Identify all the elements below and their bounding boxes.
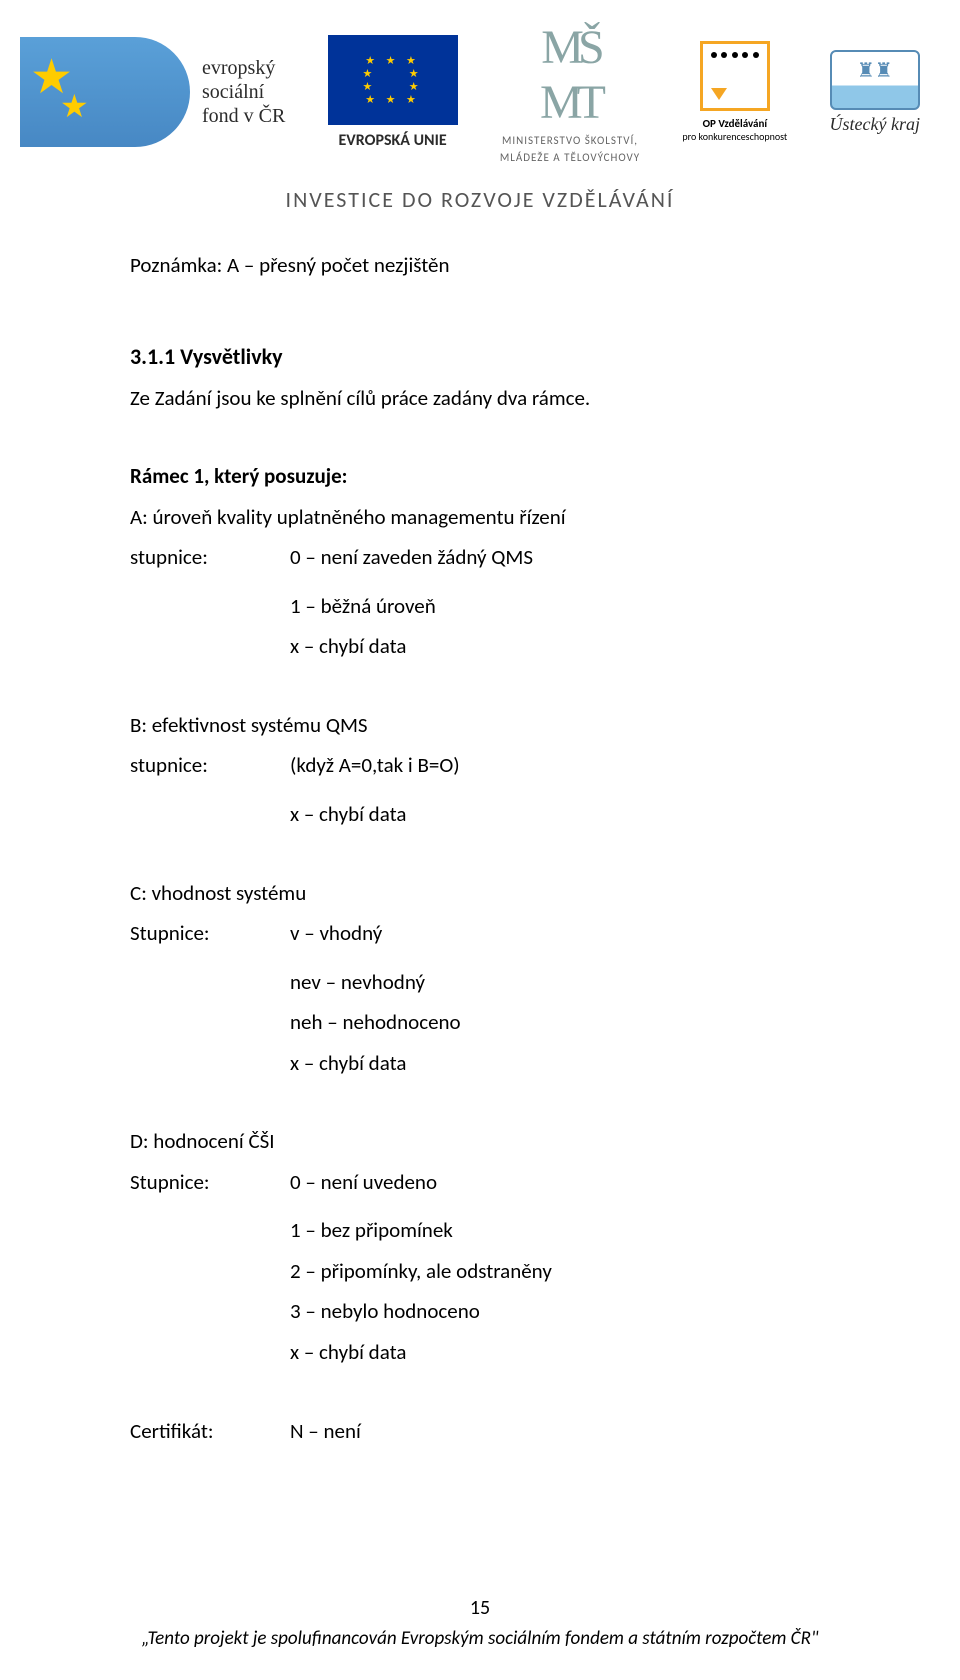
document-body: Poznámka: A – přesný počet nezjištěn 3.1… [0,249,960,1455]
page-number: 15 [0,1596,960,1620]
eu-flag-icon: ★ ★ ★★ ★★ ★★ ★ ★ [328,35,458,125]
criterion-b-title: B: efektivnost systému QMS [130,709,830,742]
criterion-a-title: A: úroveň kvality uplatněného management… [130,501,830,534]
eu-logo-block: ★ ★ ★★ ★★ ★★ ★ ★ EVROPSKÁ UNIE [328,35,458,150]
op-sub: pro konkurenceschopnost [682,130,787,143]
scale-value: v – vhodný [290,917,830,950]
arrow-down-icon [711,88,727,100]
op-title: OP Vzdělávání [682,117,787,130]
header-logo-row: ★ ★ evropský sociální fond v ČR ★ ★ ★★ ★… [0,0,960,174]
esf-line2: sociální [202,80,285,104]
section-heading: 3.1.1 Vysvětlivky [130,340,830,374]
scale-label: stupnice: [130,749,290,782]
scale-value: 1 – bez připomínek [290,1214,830,1247]
scale-value: x – chybí data [290,1047,830,1080]
msmt-logo-block: MŠMT MINISTERSTVO ŠKOLSTVÍ, MLÁDEŽE A TĚ… [500,20,640,164]
scale-value: 2 – připomínky, ale odstraněny [290,1255,830,1288]
esf-text: evropský sociální fond v ČR [202,56,285,128]
scale-value: 1 – běžná úroveň [290,590,830,623]
op-logo-block: OP Vzdělávání pro konkurenceschopnost [682,41,787,143]
scale-row: stupnice: 0 – není zaveden žádný QMS [130,541,830,582]
cert-label: Certifikát: [130,1415,290,1448]
frame1-title: Rámec 1, který posuzuje: [130,460,830,493]
scale-value: x – chybí data [290,1336,830,1369]
esf-line1: evropský [202,56,285,80]
scale-value: 0 – není zaveden žádný QMS [290,541,830,574]
scale-value: (když A=0,tak i B=O) [290,749,830,782]
scale-label: Stupnice: [130,1166,290,1199]
scale-label: Stupnice: [130,917,290,950]
scale-value: neh – nehodnoceno [290,1006,830,1039]
note-text: Poznámka: A – přesný počet nezjištěn [130,249,830,282]
esf-logo-icon: ★ ★ [20,37,190,147]
msmt-line1: MINISTERSTVO ŠKOLSTVÍ, [500,134,640,147]
scale-value: 0 – není uvedeno [290,1166,830,1199]
msmt-icon: MŠMT [500,20,640,130]
scale-value: 3 – nebylo hodnoceno [290,1295,830,1328]
esf-line3: fond v ČR [202,104,285,128]
criterion-d-title: D: hodnocení ČŠI [130,1125,830,1158]
kraj-text: Ústecký kraj [830,114,920,135]
footer-note: „Tento projekt je spolufinancován Evrops… [0,1627,960,1650]
scale-row: Stupnice: 0 – není uvedeno [130,1166,830,1207]
scale-label: stupnice: [130,541,290,574]
scale-row: stupnice: (když A=0,tak i B=O) [130,749,830,790]
scale-value: x – chybí data [290,798,830,831]
eu-label: EVROPSKÁ UNIE [328,131,458,150]
kraj-icon: ♜♜ [830,50,920,110]
scale-row: Stupnice: v – vhodný [130,917,830,958]
star-icon: ★ [60,87,89,126]
castle-icon: ♜♜ [857,58,893,83]
esf-logo-block: ★ ★ evropský sociální fond v ČR [20,37,285,147]
cert-value: N – není [290,1415,830,1448]
kraj-logo-block: ♜♜ Ústecký kraj [830,50,920,135]
msmt-line2: MLÁDEŽE A TĚLOVÝCHOVY [500,151,640,164]
scale-value: nev – nevhodný [290,966,830,999]
op-square-icon [700,41,770,111]
criterion-c-title: C: vhodnost systému [130,877,830,910]
section-intro: Ze Zadání jsou ke splnění cílů práce zad… [130,382,830,415]
cert-row: Certifikát: N – není [130,1415,830,1456]
scale-value: x – chybí data [290,630,830,663]
banner-text: INVESTICE DO ROZVOJE VZDĚLÁVÁNÍ [0,186,960,213]
eu-stars-icon: ★ ★ ★★ ★★ ★★ ★ ★ [362,54,422,106]
